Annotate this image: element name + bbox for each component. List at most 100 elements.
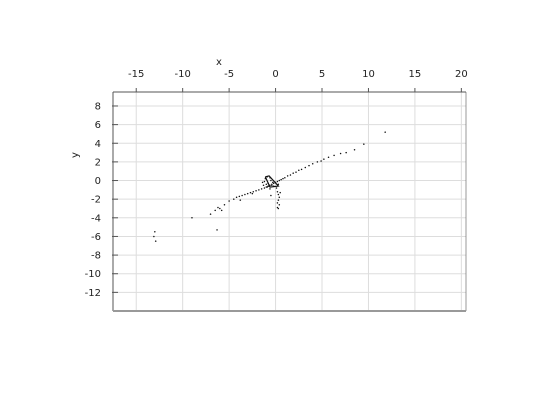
data-point (239, 199, 242, 201)
data-point (235, 196, 238, 199)
data-point (255, 190, 257, 192)
data-point (244, 193, 246, 196)
data-point (223, 204, 226, 206)
y-tick-label: -8 (91, 251, 101, 262)
data-point (278, 204, 281, 206)
x-tick-label: 0 (272, 69, 278, 80)
data-point (308, 164, 310, 167)
y-tick-label: -2 (91, 195, 101, 206)
axes (112, 88, 467, 312)
data-point (270, 179, 272, 182)
data-point (261, 181, 264, 184)
data-point (277, 199, 280, 201)
data-point (238, 195, 241, 198)
outline-shape (264, 175, 280, 188)
data-point (323, 158, 325, 160)
data-point (280, 178, 282, 181)
data-point (263, 180, 266, 183)
x-tick-label: -15 (128, 69, 144, 80)
data-point (263, 187, 266, 189)
data-point (272, 181, 274, 184)
data-point (258, 189, 260, 191)
data-point (228, 200, 230, 202)
data-point (333, 154, 335, 157)
data-point (209, 213, 212, 215)
data-point (276, 180, 279, 183)
data-point (277, 193, 280, 196)
data-point (276, 190, 279, 193)
data-point (251, 192, 254, 195)
data-point (217, 206, 219, 209)
x-tick-label: 5 (319, 69, 325, 80)
data-point (276, 202, 279, 204)
data-point (279, 191, 281, 194)
data-point (246, 192, 249, 195)
data-point (384, 131, 386, 133)
x-tick-label: 15 (409, 69, 422, 80)
data-point (216, 229, 218, 231)
data-point (289, 174, 292, 176)
x-tick-label: -10 (174, 69, 190, 80)
y-tick-label: 2 (95, 157, 101, 168)
data-point (276, 206, 279, 209)
data-point (260, 188, 263, 190)
data-point (277, 207, 280, 210)
data-point (265, 183, 268, 186)
y-tick-label: -12 (85, 288, 101, 299)
data-point (272, 182, 275, 185)
data-point (327, 156, 330, 158)
data-point (320, 160, 322, 162)
data-point (266, 186, 268, 188)
x-tick-label: 10 (362, 69, 375, 80)
data-point (292, 172, 294, 174)
data-point (295, 171, 297, 173)
data-point (275, 187, 278, 189)
data-point (191, 217, 193, 219)
data-point (339, 152, 342, 155)
gridlines (113, 92, 466, 311)
data-point (311, 163, 314, 165)
data-point (220, 209, 223, 212)
data-point (153, 235, 155, 238)
data-point (278, 179, 281, 182)
data-point (241, 194, 243, 197)
data-point (286, 175, 289, 177)
data-point (154, 231, 156, 233)
y-tick-label: -4 (91, 213, 101, 224)
y-axis-label: y (70, 152, 81, 158)
x-tick-label: -5 (224, 69, 234, 80)
y-tick-label: 4 (95, 139, 101, 150)
data-point (233, 198, 235, 200)
data-point (269, 188, 271, 190)
data-point (271, 184, 273, 186)
data-point (353, 149, 356, 151)
data-point (249, 191, 252, 194)
x-axis-label: x (216, 57, 222, 68)
data-point (252, 190, 255, 193)
data-point (304, 166, 307, 169)
y-tick-label: 8 (95, 101, 101, 112)
data-point (277, 183, 280, 186)
data-point (316, 161, 319, 163)
y-tick-label: -10 (85, 269, 101, 280)
data-point (345, 151, 347, 154)
data-point (270, 194, 272, 197)
data-point (282, 177, 284, 180)
data-point (298, 169, 300, 172)
y-tick-label: -6 (91, 232, 101, 243)
data-points (153, 131, 386, 242)
data-point (300, 168, 303, 171)
y-tick-label: 0 (95, 176, 101, 187)
data-point (219, 207, 221, 210)
data-point (262, 184, 265, 186)
data-point (363, 143, 365, 145)
data-point (278, 196, 281, 199)
data-point (214, 209, 216, 212)
data-point (284, 176, 286, 179)
data-point (154, 240, 157, 242)
y-tick-label: 6 (95, 120, 101, 131)
x-tick-label: 20 (455, 69, 468, 80)
